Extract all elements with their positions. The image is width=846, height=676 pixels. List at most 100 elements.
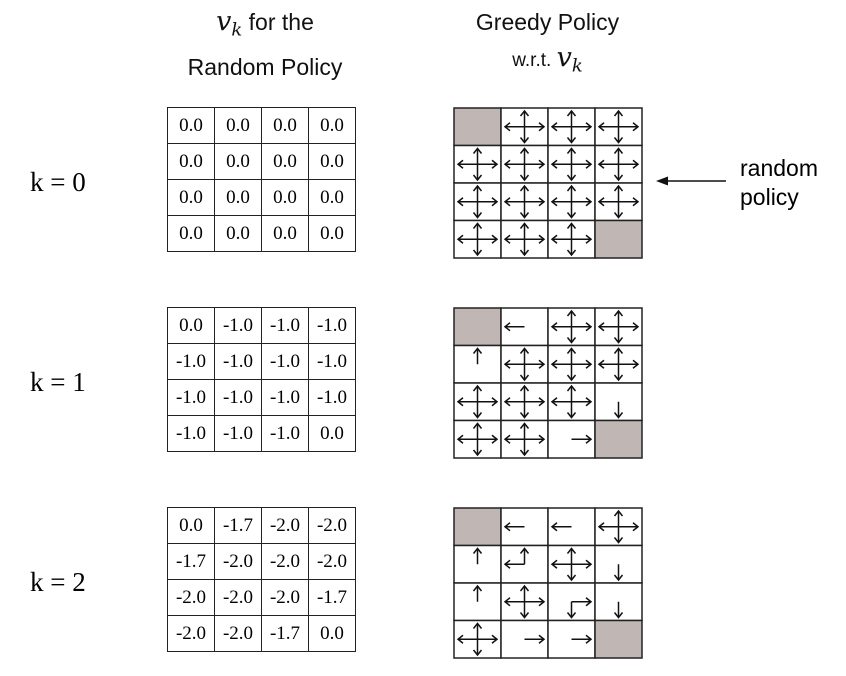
value-cell: 0.0 xyxy=(308,143,356,180)
policy-cell xyxy=(594,544,643,584)
header-text: for the xyxy=(242,9,314,35)
value-cell: -2.0 xyxy=(308,507,356,544)
terminal-cell xyxy=(453,107,502,147)
arrow-up-icon xyxy=(472,222,483,240)
value-cell: 0.0 xyxy=(261,107,309,144)
arrow-up-icon xyxy=(613,509,624,527)
arrow-down-icon xyxy=(472,439,483,457)
arrow-left-icon xyxy=(503,597,525,607)
policy-cell xyxy=(453,182,502,222)
arrow-right-icon xyxy=(524,634,546,644)
header-text: w.r.t. xyxy=(512,50,557,71)
policy-cell xyxy=(594,344,643,384)
value-cell: 0.0 xyxy=(167,307,215,344)
arrow-up-icon xyxy=(519,584,530,602)
annotation: random policy xyxy=(740,154,818,212)
policy-cell xyxy=(500,507,549,547)
arrow-up-icon xyxy=(566,184,577,202)
arrow-down-icon xyxy=(472,239,483,257)
value-cell: -1.0 xyxy=(214,307,262,344)
policy-cell xyxy=(453,419,502,459)
arrow-right-icon xyxy=(571,234,593,244)
policy-cell xyxy=(547,107,596,147)
arrow-right-icon xyxy=(524,597,546,607)
policy-cell xyxy=(453,382,502,422)
value-cell: -1.0 xyxy=(167,415,215,452)
arrow-right-icon xyxy=(477,634,499,644)
k-label: k = 1 xyxy=(30,367,86,397)
value-cell: 0.0 xyxy=(167,107,215,144)
policy-cell xyxy=(547,382,596,422)
policy-cell xyxy=(453,344,502,384)
value-cell: 0.0 xyxy=(214,179,262,216)
policy-header: Greedy Policy w.r.t. vk xyxy=(430,4,665,85)
value-cell: 0.0 xyxy=(167,507,215,544)
arrow-up-icon xyxy=(519,147,530,165)
arrow-down-icon xyxy=(519,164,530,182)
arrow-left-icon xyxy=(597,322,619,332)
arrow-down-icon xyxy=(613,126,624,144)
value-cell: 0.0 xyxy=(308,615,356,652)
arrow-up-icon xyxy=(566,347,577,365)
arrow-right-icon xyxy=(524,122,546,132)
annotation-arrow xyxy=(656,176,726,186)
value-cell: -1.0 xyxy=(214,343,262,380)
arrow-up-icon xyxy=(472,584,483,602)
policy-cell xyxy=(453,219,502,259)
value-grid: 0.0 -1.7 -2.0 -2.0 -1.7 -2.0 -2.0 -2.0 -2.0 -2.0-… xyxy=(167,507,356,652)
value-cell: -2.0 xyxy=(261,579,309,616)
policy-grid xyxy=(453,507,643,659)
value-cell: -1.0 xyxy=(167,343,215,380)
value-cell: 0.0 xyxy=(214,215,262,252)
annotation-line: random xyxy=(740,155,818,181)
arrow-left-icon xyxy=(550,322,572,332)
arrow-right-icon xyxy=(524,359,546,369)
policy-grid xyxy=(453,107,643,259)
value-cell: 0.0 xyxy=(214,143,262,180)
arrow-up-icon xyxy=(519,422,530,440)
value-cell: 0.0 xyxy=(261,143,309,180)
arrow-down-icon xyxy=(566,401,577,419)
value-cell: -2.0 xyxy=(308,543,356,580)
arrow-left-icon xyxy=(550,522,572,532)
arrow-down-icon xyxy=(519,201,530,219)
value-cell: 0.0 xyxy=(261,215,309,252)
value-cell: 0.0 xyxy=(308,107,356,144)
arrow-down-icon xyxy=(519,601,530,619)
arrow-up-icon xyxy=(566,109,577,127)
arrow-down-icon xyxy=(613,201,624,219)
policy-cell xyxy=(500,382,549,422)
arrow-right-icon xyxy=(571,397,593,407)
k-label: k = 2 xyxy=(30,567,86,597)
value-cell: -2.0 xyxy=(167,615,215,652)
arrow-right-icon xyxy=(571,434,593,444)
arrow-left-icon xyxy=(503,197,525,207)
arrow-left-icon xyxy=(550,559,572,569)
arrow-down-icon xyxy=(472,164,483,182)
policy-cell xyxy=(594,107,643,147)
value-cell: 0.0 xyxy=(308,215,356,252)
terminal-cell xyxy=(594,419,643,459)
arrow-down-icon xyxy=(613,601,624,619)
arrow-up-icon xyxy=(519,109,530,127)
arrow-up-icon xyxy=(519,384,530,402)
arrow-right-icon xyxy=(618,322,640,332)
policy-cell xyxy=(453,582,502,622)
arrow-right-icon xyxy=(477,234,499,244)
arrow-down-icon xyxy=(519,439,530,457)
value-cell: 0.0 xyxy=(167,179,215,216)
header-text: Random Policy xyxy=(187,53,343,80)
arrow-left-icon xyxy=(456,434,478,444)
arrow-up-icon xyxy=(613,184,624,202)
arrow-up-icon xyxy=(472,347,483,365)
arrow-left-icon xyxy=(456,634,478,644)
arrow-left-icon xyxy=(456,159,478,169)
arrow-left-icon xyxy=(503,322,525,332)
arrow-right-icon xyxy=(618,359,640,369)
policy-cell xyxy=(547,344,596,384)
value-cell: -1.0 xyxy=(261,415,309,452)
v-symbol: v xyxy=(216,6,232,37)
arrow-up-icon xyxy=(472,147,483,165)
arrow-left-icon xyxy=(503,234,525,244)
value-grid: 0.0 -1.0 -1.0 -1.0 -1.0 -1.0 -1.0 -1.0 -1.0 -1.0-… xyxy=(167,307,356,452)
